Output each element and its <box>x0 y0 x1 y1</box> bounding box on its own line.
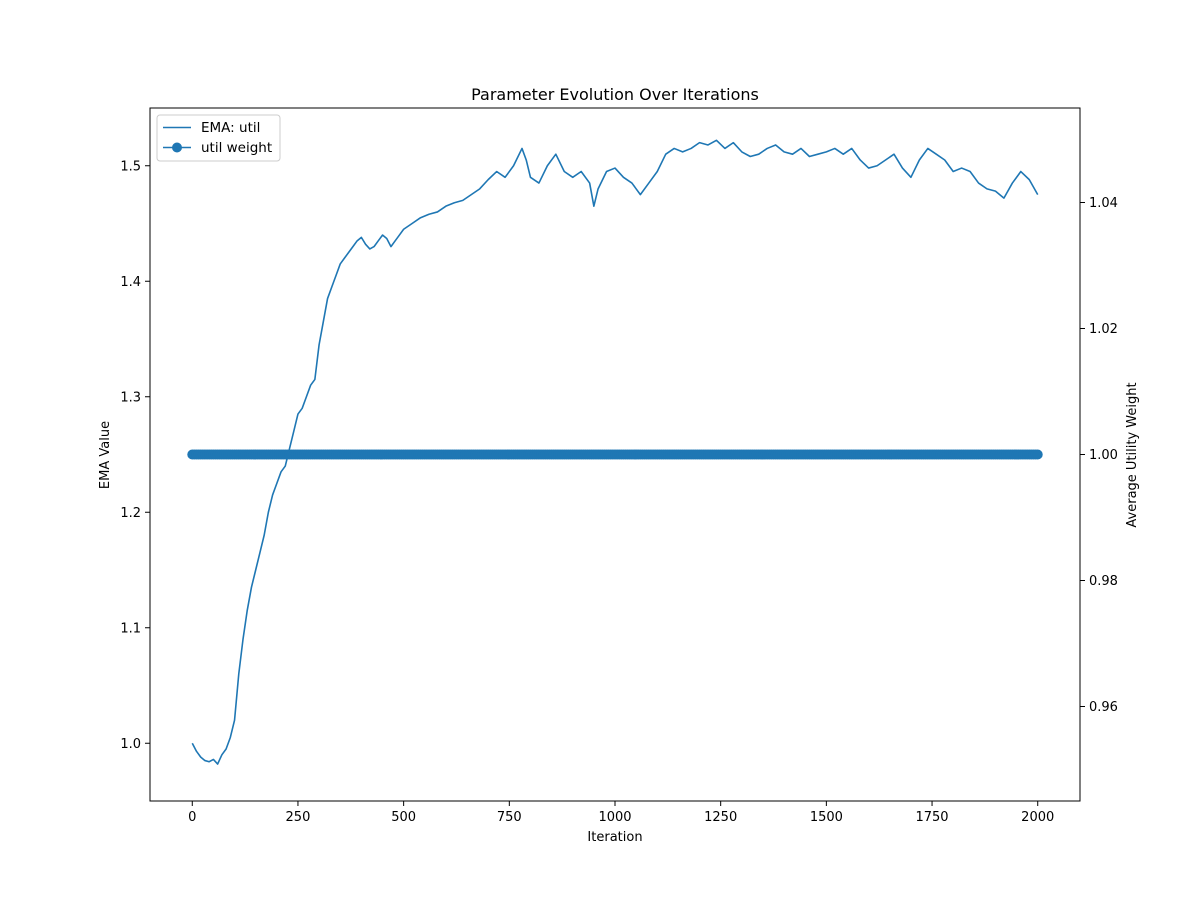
y-tick-label-left: 1.1 <box>120 621 141 636</box>
x-tick-label: 750 <box>497 810 522 825</box>
y-tick-label-right: 1.02 <box>1089 322 1118 337</box>
x-tick-label: 500 <box>391 810 416 825</box>
util-weight-point <box>1032 449 1043 460</box>
y-tick-label-left: 1.5 <box>120 159 141 174</box>
x-tick-label: 0 <box>188 810 196 825</box>
x-tick-label: 1750 <box>915 810 948 825</box>
y-axis-label-left: EMA Value <box>98 421 113 489</box>
y-tick-label-right: 0.98 <box>1089 574 1118 589</box>
y-tick-label-right: 1.04 <box>1089 196 1118 211</box>
x-tick-label: 1500 <box>810 810 843 825</box>
plot-frame <box>149 107 1081 802</box>
legend: EMA: util util weight <box>156 114 281 162</box>
x-tick-label: 1000 <box>598 810 631 825</box>
legend-marker-util-weight <box>172 142 182 153</box>
series-line-ema-util <box>191 139 1039 765</box>
y-tick-label-left: 1.4 <box>120 275 141 290</box>
x-axis-label: Iteration <box>587 830 642 845</box>
series-markers-util-weight <box>187 449 1043 460</box>
legend-label-ema-util: EMA: util <box>201 120 260 136</box>
y-tick-label-left: 1.0 <box>120 737 141 752</box>
ticks-layer: 0 250 500 750 1000 1250 1500 1750 2000 1.0 1.1 1.2 1… <box>120 159 1118 825</box>
y-tick-label-right: 1.00 <box>1089 448 1118 463</box>
x-tick-label: 250 <box>286 810 311 825</box>
y-axis-label-right: Average Utility Weight <box>1125 382 1140 527</box>
x-tick-label: 2000 <box>1021 810 1054 825</box>
chart-title: Parameter Evolution Over Iterations <box>471 85 759 104</box>
y-tick-label-left: 1.3 <box>120 390 141 405</box>
x-tick-label: 1250 <box>704 810 737 825</box>
y-tick-label-left: 1.2 <box>120 506 141 521</box>
plot-layer <box>187 139 1043 765</box>
y-tick-label-right: 0.96 <box>1089 700 1118 715</box>
legend-box <box>156 114 281 162</box>
legend-label-util-weight: util weight <box>201 140 272 156</box>
